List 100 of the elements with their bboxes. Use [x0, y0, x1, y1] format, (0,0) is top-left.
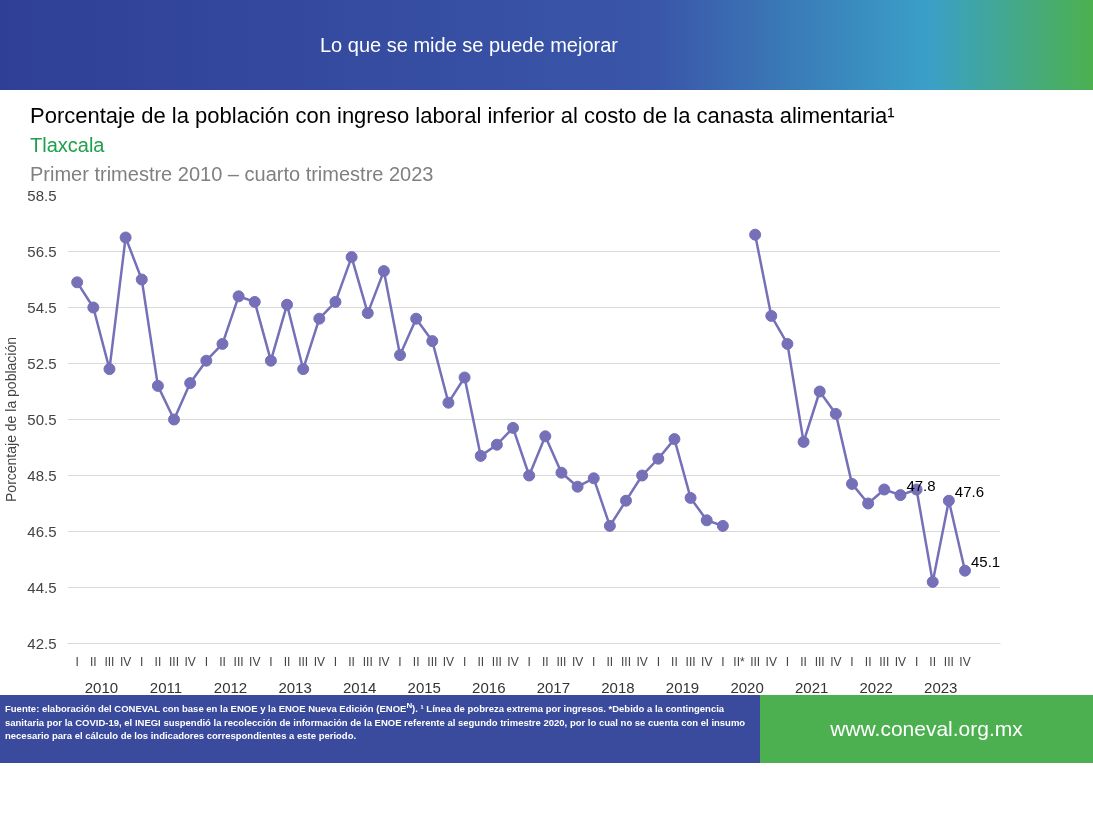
x-tick-label: IV — [507, 654, 519, 669]
x-tick-label: IV — [765, 654, 777, 669]
x-tick-label: I — [721, 654, 725, 669]
y-tick-label: 52.5 — [27, 354, 57, 372]
x-tick-label: III — [943, 654, 954, 669]
point — [200, 354, 213, 367]
y-tick-label: 58.5 — [27, 186, 57, 204]
point — [313, 312, 326, 325]
text: 2017 — [536, 678, 571, 696]
x-tick-label: II* — [733, 654, 745, 669]
point — [700, 514, 713, 527]
point — [571, 480, 584, 493]
point — [426, 335, 439, 348]
y-tick-label: 54.5 — [27, 298, 57, 316]
x-tick-label: III — [685, 654, 696, 669]
x-tick-label: II — [154, 654, 162, 669]
point — [749, 228, 762, 241]
point — [394, 349, 407, 362]
point — [797, 435, 810, 448]
text: 2019 — [665, 678, 700, 696]
y-tick-label: 46.5 — [27, 522, 57, 540]
point — [87, 301, 100, 314]
point — [620, 494, 633, 507]
text: 2013 — [278, 678, 312, 696]
point — [264, 354, 277, 367]
x-tick-label: IV — [959, 654, 971, 669]
x-tick-label: II — [89, 654, 97, 669]
x-tick-label: II — [219, 654, 226, 669]
x-tick-label: I — [398, 654, 402, 669]
x-tick-label: II — [864, 654, 872, 669]
x-tick-label: III — [814, 654, 825, 669]
x-tick-label: III — [879, 654, 890, 669]
x-tick-label: I — [785, 654, 790, 669]
point — [878, 483, 891, 496]
point — [410, 312, 423, 325]
x-tick-label: III — [169, 654, 180, 669]
point — [361, 307, 374, 320]
data-label: 47.6 — [954, 482, 985, 500]
x-tick-label: IV — [830, 654, 842, 669]
x-tick-label: IV — [636, 654, 648, 669]
text: Lo que se mide se puede mejorar — [0, 0, 1093, 90]
text: 2014 — [342, 678, 377, 696]
x-tick-label: IV — [184, 654, 196, 669]
point — [248, 295, 261, 308]
point — [281, 298, 294, 311]
point — [926, 575, 939, 588]
point — [894, 489, 907, 502]
x-tick-label: I — [333, 654, 338, 669]
x-tick-label: I — [462, 654, 467, 669]
x-tick-label: I — [914, 654, 919, 669]
point — [555, 466, 568, 479]
x-tick-label: II — [929, 654, 937, 669]
point — [765, 309, 778, 322]
point — [329, 295, 342, 308]
point — [216, 337, 229, 350]
x-tick-label: IV — [894, 654, 907, 669]
point — [103, 363, 116, 376]
x-tick-label: I — [204, 654, 208, 669]
point — [119, 231, 132, 244]
x-tick-label: II — [671, 654, 678, 669]
x-tick-label: I — [140, 654, 144, 669]
point — [507, 421, 520, 434]
point — [135, 273, 148, 286]
point — [442, 396, 455, 409]
x-tick-label: II — [412, 654, 420, 669]
x-tick-label: III — [621, 654, 632, 669]
x-tick-label: II — [606, 654, 614, 669]
data-label: 47.8 — [906, 477, 936, 495]
x-tick-label: II — [800, 654, 807, 669]
x-tick-label: IV — [249, 654, 261, 669]
x-tick-label: IV — [701, 654, 713, 669]
text: 2010 — [84, 678, 119, 696]
text: Tlaxcala — [30, 134, 105, 157]
point — [942, 494, 955, 507]
point — [813, 385, 826, 398]
x-tick-label: III — [491, 654, 502, 669]
x-tick-label: III — [427, 654, 438, 669]
point — [781, 337, 794, 350]
x-tick-label: II — [348, 654, 355, 669]
point — [297, 363, 310, 376]
chart-title: Porcentaje de la población con ingreso laboral inferior al costo de la canasta alimentaria¹ — [30, 102, 895, 130]
point — [603, 519, 616, 532]
x-tick-label: I — [527, 654, 531, 669]
x-tick-label: II — [283, 654, 291, 669]
point — [345, 251, 358, 264]
x-tick-label: IV — [313, 654, 325, 669]
text: 2021 — [794, 678, 829, 696]
x-tick-label: III — [104, 654, 115, 669]
point — [71, 276, 84, 289]
x-tick-label: I — [850, 654, 854, 669]
x-tick-label: IV — [378, 654, 390, 669]
y-tick-label: 44.5 — [27, 578, 57, 596]
text: www.coneval.org.mx — [760, 695, 1093, 763]
point — [958, 564, 971, 577]
y-axis-title: Porcentaje de la población — [3, 336, 20, 502]
point — [539, 430, 552, 443]
point — [636, 469, 649, 482]
x-tick-label: III — [750, 654, 761, 669]
point — [829, 407, 842, 420]
point — [652, 452, 665, 465]
